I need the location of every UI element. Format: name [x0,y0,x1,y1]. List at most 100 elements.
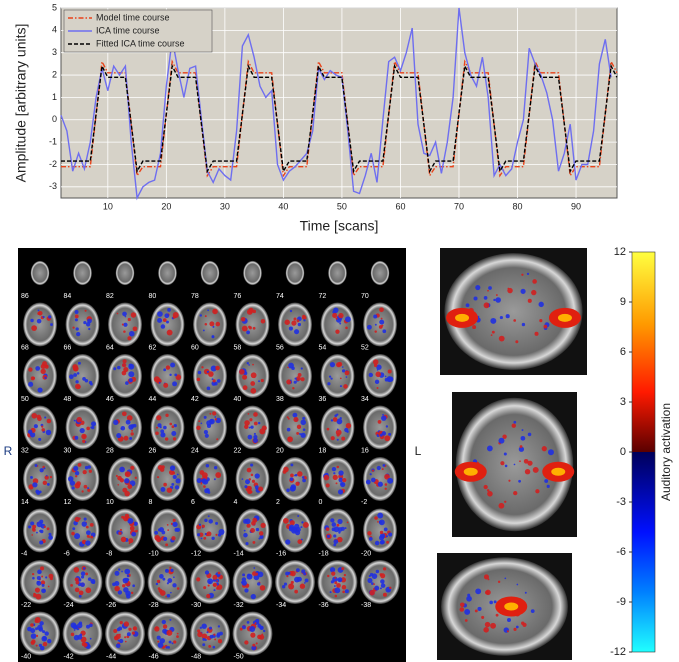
activation-blob [166,487,173,493]
brain-slice: -14 [234,508,270,557]
activation-blob [336,428,339,431]
activation-blob [344,527,347,530]
activation-blob [44,416,47,419]
activation-blob [329,361,336,368]
activation-blob [339,385,342,388]
activation-blob [367,531,372,536]
activation-blob [300,432,306,438]
activation-blob [74,314,79,319]
brain-slice: 30 [64,405,100,454]
activation-blob [45,364,49,367]
brain [200,260,220,286]
activation-blob [337,489,344,495]
activation-blob [43,467,46,470]
activation-blob [213,633,216,636]
activation-blob [89,623,93,628]
activation-blob [304,582,306,584]
activation-blob [196,577,201,582]
slice-label: -16 [276,550,286,557]
activation-blob [337,518,343,525]
activation-blob [86,624,90,629]
activation-blob [45,576,48,579]
activation-blob [259,531,264,536]
activation-blob [513,627,517,631]
activation-blob [523,458,529,464]
brain-slice: 48 [64,354,100,403]
activation-blob [287,436,293,443]
y-tick-label: -3 [49,181,57,191]
activation-blob [31,639,36,644]
slice-label: 16 [361,447,369,454]
activation-blob [483,627,489,633]
activation-blob [331,571,336,576]
slice-label: 76 [234,293,242,300]
slice-label: -40 [21,653,31,660]
activation-blob [86,530,91,536]
activation-blob [543,324,548,329]
activation-blob [369,473,372,476]
activation-blob [75,580,80,585]
activation-blob [213,478,216,481]
activation-blob [336,523,340,527]
brain [23,354,57,398]
activation-blob [244,640,249,645]
activation-blob [131,429,134,432]
activation-blob [170,540,173,543]
activation-blob [288,362,294,369]
activation-blob [73,465,79,472]
activation-blob [383,527,388,532]
slice-label: -8 [106,550,112,557]
activation-blob [253,438,258,444]
brain [62,560,103,604]
activation-blob [295,376,301,381]
activation-blob [162,624,168,629]
activation-blob [81,433,87,440]
activation-blob [256,622,260,625]
activation-blob [212,325,215,328]
x-tick-label: 10 [103,201,113,211]
activation-blob [41,635,48,642]
activation-blob [217,625,221,628]
slice-label: -18 [319,550,329,557]
slice-label: -4 [21,550,27,557]
activation-blob [377,420,382,424]
brain [320,354,355,398]
activation-blob [30,623,34,627]
activation-blob [481,615,485,619]
activation-blob [157,311,163,317]
activation-blob [200,422,203,425]
slice-label: 74 [276,293,284,300]
activation-blob [73,419,76,422]
activation-blob [286,575,289,578]
activation-blob [333,307,339,313]
slice-label: 46 [106,396,114,403]
brain [30,260,50,286]
slice-label: 72 [319,293,327,300]
activation-blob [384,435,391,442]
activation-blob [495,294,498,296]
activation-blob [374,585,380,591]
slice-label: 82 [106,293,114,300]
activation-blob [217,639,223,644]
activation-blob [291,320,297,326]
activation-blob [90,426,93,429]
activation-blob [197,629,201,633]
activation-blob [204,488,210,494]
activation-blob [526,272,530,276]
brain-slice: 54 [319,302,355,351]
slice-label: -20 [361,550,371,557]
activation-blob [196,478,202,484]
activation-blob [215,472,222,478]
activation-blob [368,372,374,378]
activation-blob [167,645,170,649]
activation-blob [164,313,170,319]
activation-blob [88,469,92,473]
slice-label: 70 [361,293,369,300]
activation-blob [156,635,161,640]
x-tick-label: 40 [278,201,288,211]
activation-blob [286,379,292,385]
brain-slice: -30 [190,560,230,609]
brain [108,405,142,450]
activation-blob [209,634,214,639]
activation-blob [202,643,206,647]
